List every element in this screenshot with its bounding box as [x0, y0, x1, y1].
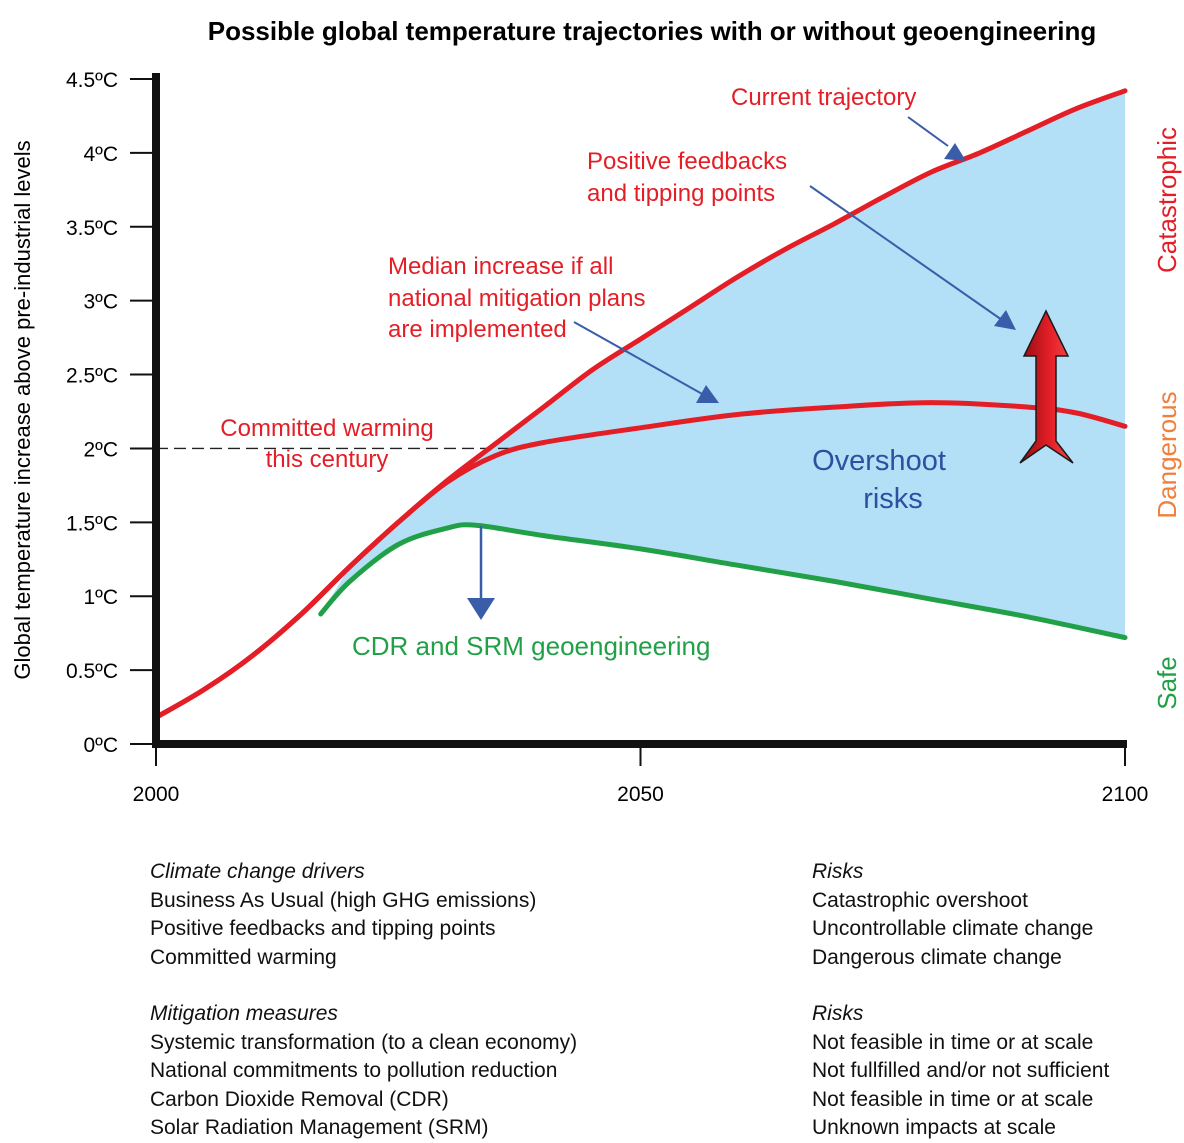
feedbacks-arrowhead	[994, 310, 1016, 330]
current-trajectory-pointer	[907, 116, 949, 147]
geoengineering-arrowhead	[467, 598, 495, 620]
y-tick-label: 4ºC	[83, 143, 118, 166]
legend-risk-item: Not fullfilled and/or not sufficient	[812, 1059, 1110, 1082]
uncontrollable-red-arrow	[1019, 309, 1074, 464]
y-tick-label: 3.5ºC	[66, 217, 118, 240]
y-tick-label: 2.5ºC	[66, 365, 118, 388]
legend-driver-item: Positive feedbacks and tipping points	[150, 917, 496, 940]
label-median-1: Median increase if all	[388, 253, 613, 280]
temperature-chart: Possible global temperature trajectories…	[10, 16, 1182, 806]
median-arrowhead	[696, 385, 719, 403]
legend-driver-item: Committed warming	[150, 945, 337, 969]
legend-mitigation-item: Carbon Dioxide Removal (CDR)	[150, 1087, 449, 1111]
legend-risk-item: Uncontrollable climate change	[812, 917, 1094, 940]
zone-safe: Safe	[1152, 656, 1182, 710]
label-committed-2: this century	[266, 446, 389, 473]
label-positive-feedbacks-2: and tipping points	[587, 180, 775, 207]
legend-risk-item: Unknown impacts at scale	[812, 1116, 1056, 1139]
label-median-2: national mitigation plans	[388, 285, 646, 312]
legend-risks-header: Risks	[812, 1002, 864, 1025]
legend-risks-mitigation: Risks Not feasible in time or at scale N…	[812, 1000, 1109, 1143]
legend-driver-item: Business As Usual (high GHG emissions)	[150, 888, 537, 912]
y-tick-label: 4.5ºC	[66, 69, 118, 92]
label-geoengineering: CDR and SRM geoengineering	[352, 631, 710, 661]
label-committed-1: Committed warming	[220, 415, 433, 442]
legend-risk-item: Dangerous climate change	[812, 945, 1062, 969]
label-overshoot-2: risks	[863, 483, 923, 515]
label-overshoot-1: Overshoot	[812, 445, 946, 477]
zone-dangerous: Dangerous	[1152, 391, 1182, 518]
legend-mitigation: Mitigation measures Systemic transformat…	[150, 1000, 577, 1143]
median-pointer	[573, 321, 705, 396]
y-tick-label: 0ºC	[83, 734, 118, 757]
y-tick-label: 2ºC	[83, 438, 118, 461]
legend-risks-header: Risks	[812, 860, 864, 883]
zone-catastrophic: Catastrophic	[1152, 127, 1182, 273]
label-current-trajectory: Current trajectory	[731, 84, 916, 111]
y-tick-label: 0.5ºC	[66, 660, 118, 683]
legend-mitigation-item: Solar Radiation Management (SRM)	[150, 1116, 489, 1139]
legend-risk-item: Not feasible in time or at scale	[812, 1087, 1094, 1111]
legend-mitigation-header: Mitigation measures	[150, 1002, 338, 1025]
y-tick-label: 1.5ºC	[66, 512, 118, 535]
current-trajectory-arrowhead	[944, 143, 966, 161]
x-tick-label: 2100	[1102, 783, 1149, 806]
y-axis-label: Global temperature increase above pre-in…	[10, 140, 35, 679]
geoengineering-line	[318, 522, 1128, 641]
x-tick-label: 2050	[617, 783, 664, 806]
legend-drivers: Climate change drivers Business As Usual…	[150, 858, 536, 972]
label-positive-feedbacks-1: Positive feedbacks	[587, 148, 787, 175]
legend-risks-drivers: Risks Catastrophic overshoot Uncontrolla…	[812, 858, 1093, 972]
chart-title: Possible global temperature trajectories…	[208, 16, 1096, 46]
legend-mitigation-item: Systemic transformation (to a clean econ…	[150, 1030, 578, 1054]
y-tick-label: 1ºC	[83, 586, 118, 609]
y-tick-label: 3ºC	[83, 291, 118, 314]
legend-drivers-header: Climate change drivers	[150, 860, 365, 883]
x-tick-label: 2000	[133, 783, 180, 806]
legend-risk-item: Catastrophic overshoot	[812, 888, 1028, 912]
legend-risk-item: Not feasible in time or at scale	[812, 1030, 1094, 1054]
overshoot-region	[320, 90, 1125, 638]
legend-mitigation-item: National commitments to pollution reduct…	[150, 1059, 558, 1082]
feedbacks-pointer	[809, 185, 1003, 321]
label-median-3: are implemented	[388, 316, 567, 343]
